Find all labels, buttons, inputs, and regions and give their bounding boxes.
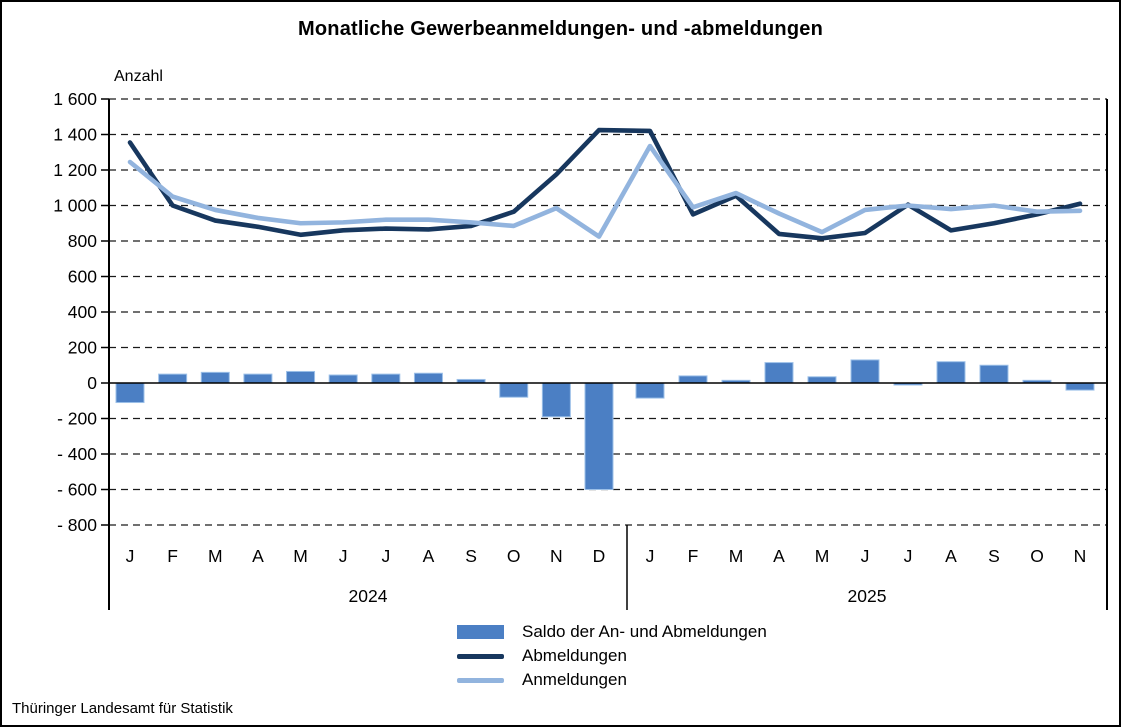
month-label: A [252,546,264,566]
saldo-bar [764,362,794,384]
y-tick-label: 400 [68,302,97,322]
y-tick-label: 1 400 [53,125,97,145]
saldo-bar [328,374,358,384]
saldo-bar [936,361,966,384]
month-label: J [861,546,870,566]
saldo-bar [200,371,230,384]
month-label: N [550,546,563,566]
saldo-bar [115,382,145,404]
saldo-bar [499,382,529,398]
year-label: 2025 [848,586,887,606]
anmeldungen-line [127,143,1083,239]
saldo-bar [158,373,188,384]
saldo-bar [541,382,571,418]
saldo-bar [243,373,273,384]
legend-item: Abmeldungen [457,646,767,666]
saldo-bar [286,370,316,384]
chart-svg: 1 600 1 400 1 200 1 000 800 600 400 200 0 - 200 - … [53,89,1108,610]
month-label: M [729,546,744,566]
month-label: S [988,546,1000,566]
month-label: F [688,546,699,566]
y-tick-label: 800 [68,231,97,251]
y-axis-unit-label: Anzahl [114,68,163,85]
saldo-bar [1065,382,1095,391]
month-label: O [507,546,521,566]
month-label: N [1074,546,1087,566]
month-label: A [945,546,957,566]
month-label: M [815,546,830,566]
saldo-bar [584,382,614,490]
month-label: A [423,546,435,566]
legend-label: Saldo der An- und Abmeldungen [522,622,767,641]
saldo-bar [979,364,1009,384]
y-tick-label: - 200 [57,409,97,429]
y-tick-label: - 800 [57,515,97,535]
saldo-bar [850,359,880,384]
month-label: F [167,546,178,566]
legend-swatch-bar-icon [457,625,504,639]
legend-swatch-line-icon [457,653,504,659]
chart-title: Monatliche Gewerbeanmeldungen- und -abme… [298,18,823,40]
abmeldungen-line [127,127,1083,241]
y-tick-label: 1 600 [53,89,97,109]
y-tick-label: - 600 [57,480,97,500]
y-tick-label: 1 000 [53,196,97,216]
y-tick-label: 1 200 [53,160,97,180]
saldo-bar [413,372,443,384]
legend-item: Anmeldungen [457,670,767,690]
y-tick-label: 0 [87,373,97,393]
legend: Saldo der An- und Abmeldungen Abmeldungen… [457,622,767,690]
saldo-bar [678,375,708,384]
source-note: Thüringer Landesamt für Statistik [12,700,233,717]
month-label: J [646,546,655,566]
y-tick-label: 200 [68,338,97,358]
saldo-bar [371,373,401,384]
saldo-bar [807,376,837,384]
legend-swatch-line-icon [457,677,504,683]
month-label: D [593,546,606,566]
month-label: J [126,546,135,566]
legend-item: Saldo der An- und Abmeldungen [457,622,767,642]
y-tick-label: 600 [68,267,97,287]
month-label: M [293,546,308,566]
legend-label: Anmeldungen [522,670,627,689]
month-label: J [381,546,390,566]
month-label: A [773,546,785,566]
legend-label: Abmeldungen [522,646,627,665]
year-label: 2024 [349,586,388,606]
month-label: J [904,546,913,566]
month-label: O [1030,546,1044,566]
month-label: S [465,546,477,566]
month-label: M [208,546,223,566]
saldo-bar [635,382,665,399]
month-label: J [339,546,348,566]
y-tick-label: - 400 [57,444,97,464]
